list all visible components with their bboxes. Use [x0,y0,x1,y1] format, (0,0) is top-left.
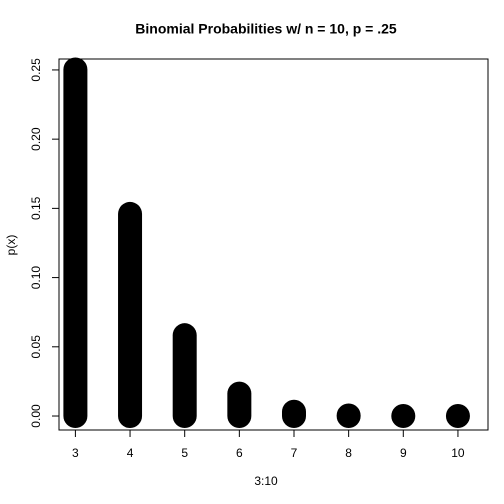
x-tick-label: 3 [72,446,79,460]
x-tick-label: 10 [451,446,465,460]
y-tick-label: 0.15 [29,196,43,220]
y-tick-label: 0.20 [29,127,43,151]
x-tick-label: 7 [291,446,298,460]
plot-frame [58,58,489,431]
y-tick-label: 0.05 [29,335,43,359]
x-tick-label: 5 [181,446,188,460]
x-tick-label: 6 [236,446,243,460]
x-tick-label: 8 [345,446,352,460]
y-tick-label: 0.10 [29,266,43,290]
y-axis-label: p(x) [4,235,18,256]
y-tick-label: 0.25 [29,58,43,82]
y-tick-label: 0.00 [29,404,43,428]
x-tick-label: 9 [400,446,407,460]
chart-title: Binomial Probabilities w/ n = 10, p = .2… [135,21,397,37]
x-axis-label: 3:10 [254,474,278,488]
x-tick-label: 4 [127,446,134,460]
